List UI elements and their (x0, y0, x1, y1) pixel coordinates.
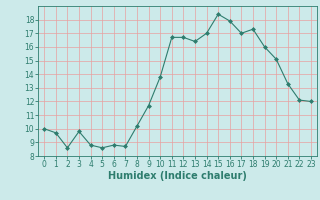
X-axis label: Humidex (Indice chaleur): Humidex (Indice chaleur) (108, 171, 247, 181)
